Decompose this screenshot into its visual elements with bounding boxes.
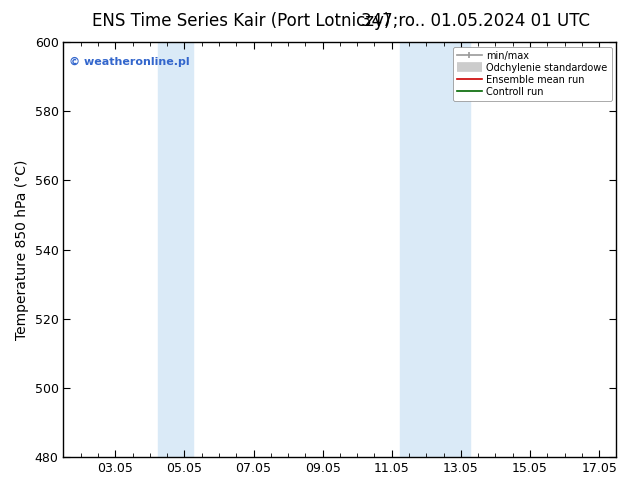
Legend: min/max, Odchylenie standardowe, Ensemble mean run, Controll run: min/max, Odchylenie standardowe, Ensembl…: [453, 47, 612, 100]
Bar: [401, 42, 470, 457]
Text: © weatheronline.pl: © weatheronline.pl: [69, 56, 190, 67]
Text: ENS Time Series Kair (Port Lotniczy): ENS Time Series Kair (Port Lotniczy): [92, 12, 390, 30]
Bar: [158, 42, 193, 457]
Text: 347;ro.. 01.05.2024 01 UTC: 347;ro.. 01.05.2024 01 UTC: [361, 12, 590, 30]
Y-axis label: Temperature 850 hPa (°C): Temperature 850 hPa (°C): [15, 159, 29, 340]
